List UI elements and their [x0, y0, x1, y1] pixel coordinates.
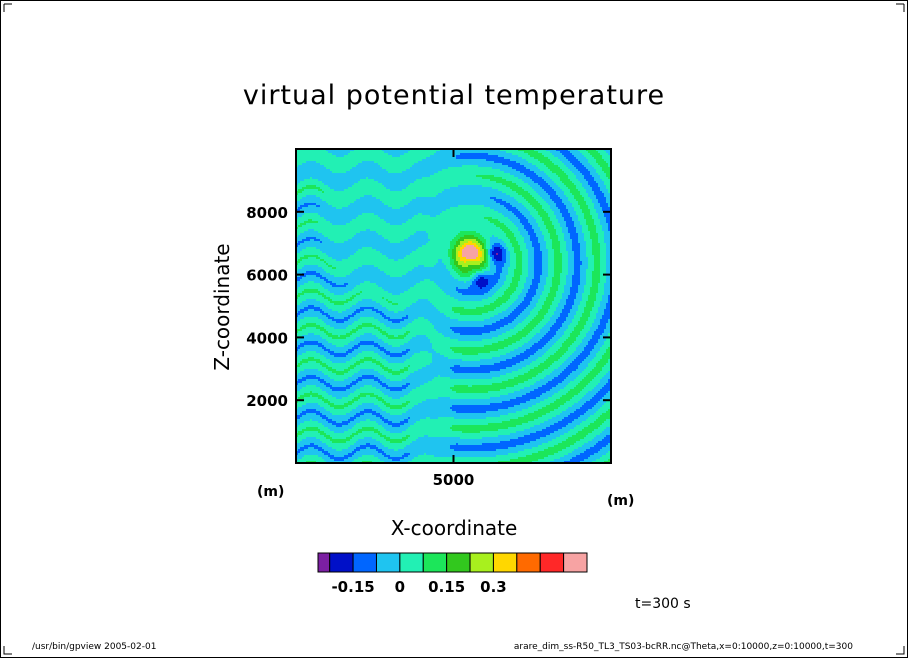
y-tick-label: 2000 [246, 392, 288, 410]
colorbar-tick-label: 0.3 [480, 578, 507, 596]
y-tick-label: 6000 [246, 267, 288, 285]
colorbar-tick-label: 0 [395, 578, 405, 596]
x-axis-label: X-coordinate [391, 516, 518, 540]
y-tick-label: 4000 [246, 329, 288, 347]
time-annotation: t=300 s [635, 596, 691, 612]
colorbar-swatch [540, 553, 563, 572]
footer-program: /usr/bin/gpview 2005-02-01 [32, 642, 156, 652]
colorbar-tick-label: -0.15 [331, 578, 374, 596]
chart-title: virtual potential temperature [0, 80, 908, 111]
colorbar-swatch [493, 553, 516, 572]
contour-field [296, 149, 612, 463]
colorbar-swatch [400, 553, 423, 572]
y-tick-label: 8000 [246, 204, 288, 222]
colorbar: -0.15 0 0.15 0.3 [318, 553, 587, 596]
x-axis-unit: (m) [607, 493, 634, 509]
colorbar-swatch [517, 553, 540, 572]
colorbar-swatch [376, 553, 399, 572]
colorbar-swatch [330, 553, 353, 572]
colorbar-swatch [353, 553, 376, 572]
colorbar-swatch [318, 553, 330, 572]
footer-source: arare_dim_ss-R50_TL3_TS03-bcRR.nc@Theta,… [514, 642, 853, 652]
colorbar-swatch [447, 553, 470, 572]
y-axis-unit: (m) [257, 484, 284, 500]
colorbar-swatch [423, 553, 446, 572]
colorbar-tick-label: 0.15 [428, 578, 465, 596]
x-tick-label: 5000 [433, 471, 475, 489]
colorbar-swatch [470, 553, 493, 572]
y-axis-label: Z-coordinate [210, 243, 234, 370]
colorbar-swatch [564, 553, 587, 572]
